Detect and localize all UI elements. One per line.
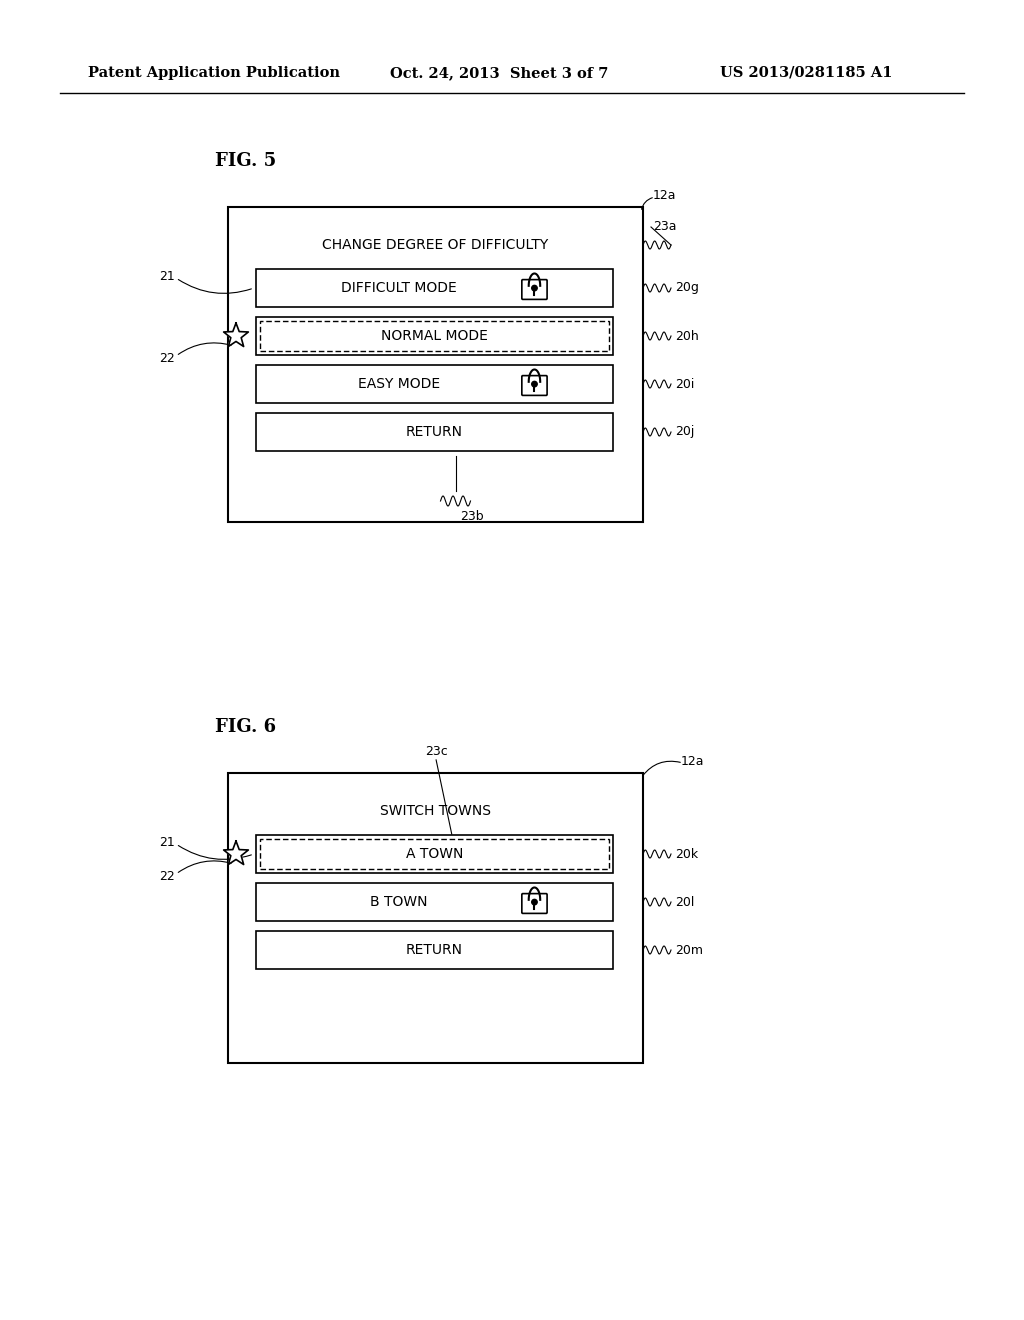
Text: 12a: 12a <box>681 755 705 768</box>
Text: B TOWN: B TOWN <box>370 895 428 909</box>
Text: 21: 21 <box>160 269 175 282</box>
FancyBboxPatch shape <box>522 280 547 300</box>
Polygon shape <box>223 323 249 347</box>
Text: US 2013/0281185 A1: US 2013/0281185 A1 <box>720 66 893 81</box>
Text: EASY MODE: EASY MODE <box>357 378 440 391</box>
Circle shape <box>531 381 538 387</box>
Text: 23b: 23b <box>461 510 484 523</box>
Bar <box>228 207 643 521</box>
Text: A TOWN: A TOWN <box>406 847 463 861</box>
Bar <box>256 413 613 451</box>
Text: 12a: 12a <box>653 189 677 202</box>
Text: NORMAL MODE: NORMAL MODE <box>381 329 488 343</box>
Polygon shape <box>223 841 249 865</box>
Bar <box>256 931 613 969</box>
Text: FIG. 6: FIG. 6 <box>215 718 276 737</box>
Text: 23c: 23c <box>426 744 449 758</box>
Text: 22: 22 <box>160 870 175 883</box>
Text: Oct. 24, 2013  Sheet 3 of 7: Oct. 24, 2013 Sheet 3 of 7 <box>390 66 608 81</box>
Text: 20i: 20i <box>675 378 694 391</box>
Text: CHANGE DEGREE OF DIFFICULTY: CHANGE DEGREE OF DIFFICULTY <box>323 238 549 252</box>
FancyBboxPatch shape <box>522 376 547 396</box>
Circle shape <box>531 285 538 290</box>
Bar <box>256 836 613 873</box>
Text: 20l: 20l <box>675 895 694 908</box>
Circle shape <box>531 899 538 904</box>
Text: 21: 21 <box>160 836 175 849</box>
Bar <box>228 774 643 1063</box>
Text: 20k: 20k <box>675 847 698 861</box>
Text: 20j: 20j <box>675 425 694 438</box>
Bar <box>260 321 609 351</box>
Bar <box>256 317 613 355</box>
Bar <box>256 883 613 921</box>
Text: DIFFICULT MODE: DIFFICULT MODE <box>341 281 457 294</box>
Text: 23a: 23a <box>653 220 677 234</box>
Text: 22: 22 <box>160 351 175 364</box>
Text: 20g: 20g <box>675 281 698 294</box>
Text: 20m: 20m <box>675 944 703 957</box>
Text: RETURN: RETURN <box>406 425 463 440</box>
Text: FIG. 5: FIG. 5 <box>215 152 276 170</box>
Bar <box>256 366 613 403</box>
Text: SWITCH TOWNS: SWITCH TOWNS <box>380 804 490 818</box>
Bar <box>256 269 613 308</box>
Text: RETURN: RETURN <box>406 942 463 957</box>
FancyBboxPatch shape <box>522 894 547 913</box>
Bar <box>260 840 609 869</box>
Text: Patent Application Publication: Patent Application Publication <box>88 66 340 81</box>
Text: 20h: 20h <box>675 330 698 342</box>
